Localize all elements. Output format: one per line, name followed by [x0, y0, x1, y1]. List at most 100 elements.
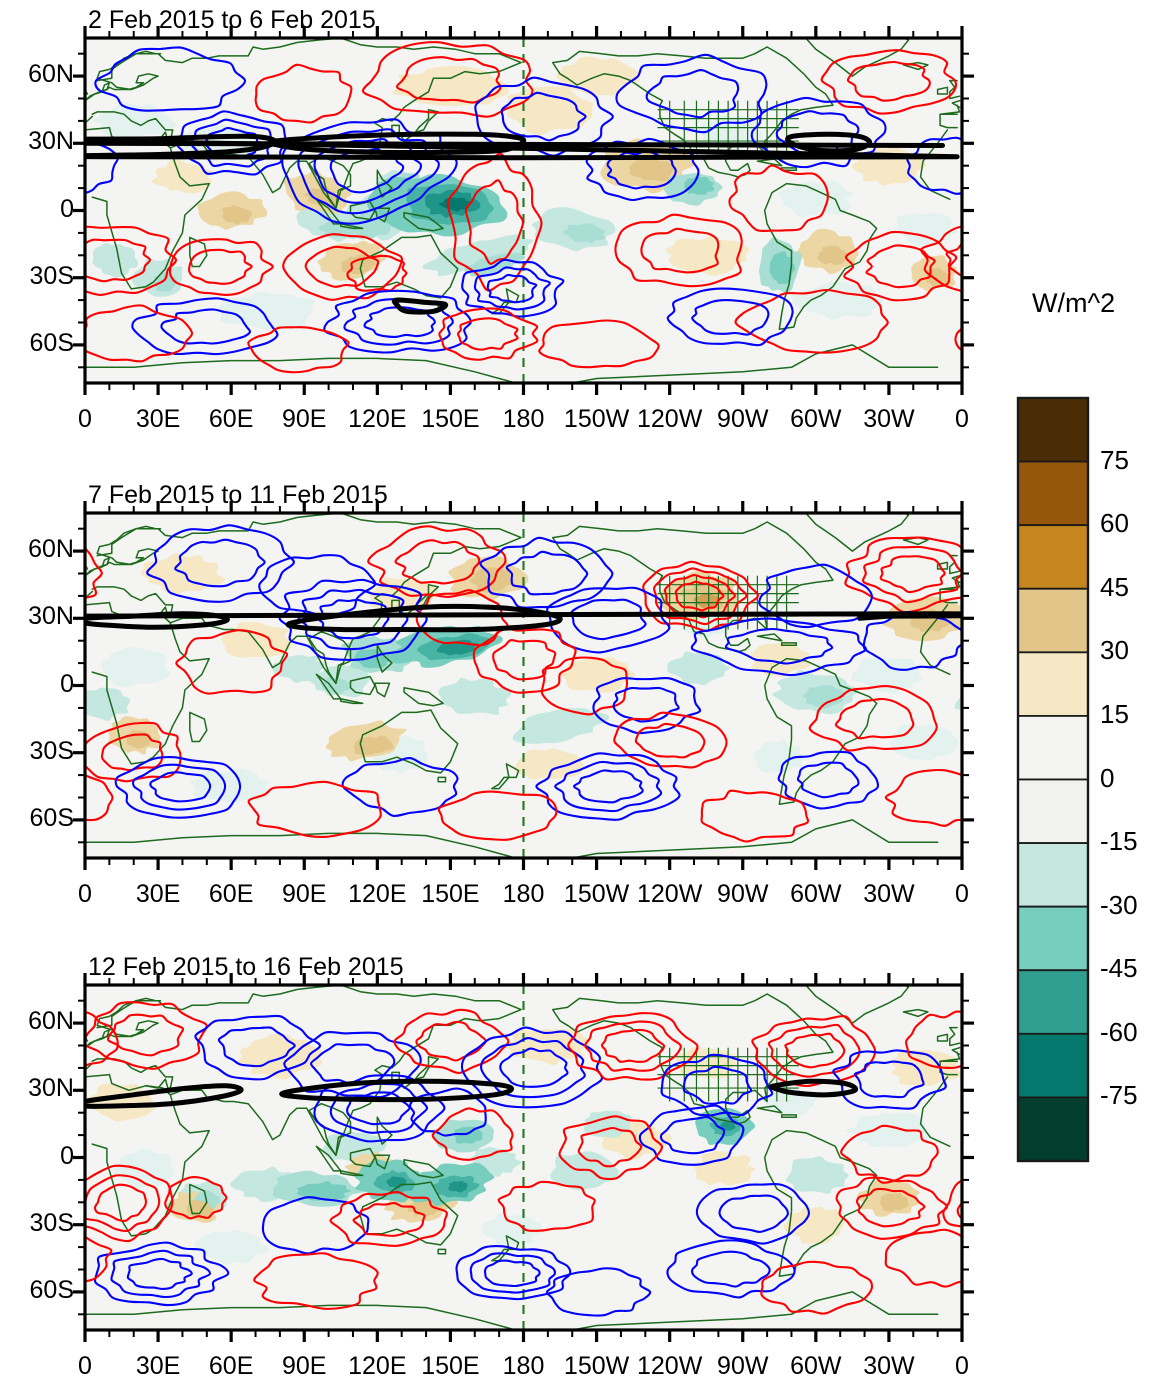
- x-tick-label: 180: [502, 1352, 545, 1380]
- shading-blob: [803, 684, 844, 709]
- shading-blob: [341, 254, 376, 275]
- shading-blob: [386, 1176, 407, 1189]
- shading-blob: [785, 1156, 849, 1194]
- shading-blob: [769, 251, 795, 284]
- y-tick-label: 30N: [28, 127, 74, 156]
- y-tick-label: 60S: [29, 1275, 74, 1304]
- shading-blob: [719, 1121, 736, 1131]
- shading-blob: [92, 243, 139, 278]
- x-tick-label: 150E: [421, 880, 480, 908]
- shading-blob: [694, 1151, 756, 1186]
- shading-blob: [189, 768, 272, 803]
- colorbar-swatch: [1017, 969, 1089, 1035]
- x-tick-label: 180: [502, 880, 545, 908]
- x-tick-label: 90W: [717, 880, 769, 908]
- shading-blob: [693, 592, 720, 609]
- x-tick-label: 90W: [717, 1352, 769, 1380]
- y-tick-label: 60S: [29, 328, 74, 357]
- x-tick-label: 30W: [863, 1352, 915, 1380]
- x-tick-label: 30E: [135, 880, 181, 908]
- colorbar-tick-label: -15: [1100, 826, 1138, 857]
- x-tick-label: 120W: [637, 880, 703, 908]
- x-tick-label: 120W: [637, 405, 703, 433]
- x-tick-label: 150E: [421, 405, 480, 433]
- shading-blob: [512, 708, 609, 744]
- y-tick-label: 60S: [29, 803, 74, 832]
- axis-ticks: [73, 973, 974, 1342]
- y-tick-label: 30N: [28, 602, 74, 631]
- shading-blob: [753, 739, 807, 773]
- shading-blob: [684, 175, 715, 195]
- colorbar-tick-label: 15: [1100, 698, 1129, 729]
- colorbar-tick-label: 75: [1100, 444, 1129, 475]
- map-panel-1: [73, 26, 974, 395]
- axis-ticks: [73, 26, 974, 395]
- shading-blob: [221, 205, 253, 226]
- map-panel-2: [73, 501, 974, 870]
- x-tick-label: 150W: [563, 405, 630, 433]
- colorbar-swatch: [1017, 842, 1089, 908]
- shading-blob: [454, 1126, 483, 1144]
- jet-axis-contours: [85, 603, 962, 633]
- axis-ticks: [73, 501, 974, 870]
- y-tick-label: 30S: [29, 261, 74, 290]
- panel-title-3: 12 Feb 2015 to 16 Feb 2015: [88, 953, 404, 981]
- colorbar-swatch: [1017, 397, 1089, 463]
- colorbar-title: W/m^2: [1032, 288, 1116, 318]
- x-tick-label: 150W: [563, 1352, 630, 1380]
- shading-blob: [665, 235, 750, 276]
- colorbar-tick-label: -30: [1100, 889, 1138, 920]
- shading-blob: [563, 223, 606, 244]
- x-tick-label: 0: [955, 1352, 969, 1380]
- x-tick-label: 0: [955, 880, 969, 908]
- x-tick-label: 60E: [208, 1352, 254, 1380]
- x-tick-label: 0: [78, 1352, 92, 1380]
- x-tick-label: 90E: [282, 405, 327, 433]
- shading-blob: [438, 677, 512, 715]
- x-tick-label: 30E: [135, 405, 181, 433]
- y-tick-label: 0: [60, 669, 74, 698]
- x-tick-label: 60W: [790, 880, 842, 908]
- x-tick-label: 120E: [348, 405, 407, 433]
- y-tick-label: 30S: [29, 736, 74, 765]
- coastlines: [85, 38, 961, 383]
- x-tick-label: 30W: [863, 880, 915, 908]
- shading-blob: [85, 687, 131, 722]
- shading-blob: [844, 1112, 931, 1148]
- x-tick-label: 30W: [863, 405, 915, 433]
- x-tick-label: 90W: [717, 405, 769, 433]
- colorbar-tick-label: 30: [1100, 635, 1129, 666]
- x-tick-label: 0: [955, 405, 969, 433]
- x-tick-label: 0: [78, 880, 92, 908]
- shading-blob: [667, 651, 730, 686]
- shading-blob: [101, 647, 171, 687]
- shading-blob: [353, 735, 394, 756]
- y-tick-label: 30S: [29, 1208, 74, 1237]
- colorbar-tick-label: 0: [1100, 762, 1115, 793]
- colorbar-swatch: [1017, 715, 1089, 781]
- shading-blob: [778, 180, 854, 218]
- x-tick-label: 120W: [637, 1352, 703, 1380]
- shading-blob: [925, 267, 951, 287]
- colorbar: [1016, 396, 1090, 1163]
- height-anomaly-contours: [85, 524, 962, 843]
- y-tick-label: 60N: [28, 535, 74, 564]
- colorbar-swatch: [1017, 460, 1089, 527]
- x-tick-label: 30E: [135, 1352, 181, 1380]
- x-tick-label: 60W: [790, 1352, 842, 1380]
- jet-axis-contours: [85, 1078, 859, 1109]
- colorbar-tick-label: -60: [1100, 1016, 1138, 1047]
- colorbar-tick-label: -45: [1100, 953, 1138, 984]
- colorbar-tick-label: 60: [1100, 508, 1129, 539]
- colorbar-tick-label: -75: [1100, 1080, 1138, 1111]
- shading-blob: [448, 1180, 468, 1193]
- y-tick-label: 30N: [28, 1074, 74, 1103]
- x-tick-label: 60E: [208, 405, 254, 433]
- shading-blob: [750, 640, 811, 677]
- shading-blob: [422, 234, 534, 277]
- colorbar-swatch: [1017, 778, 1089, 844]
- colorbar-swatch: [1017, 651, 1089, 717]
- x-tick-label: 120E: [348, 880, 407, 908]
- shading-blob: [296, 1180, 352, 1201]
- shading-blob: [851, 658, 924, 694]
